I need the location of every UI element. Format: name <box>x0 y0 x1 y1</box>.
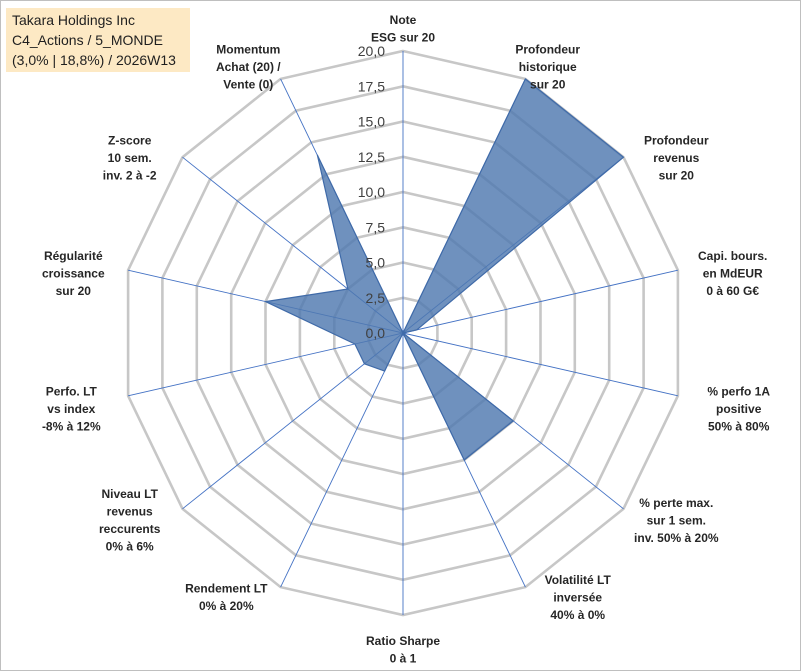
tick-label: 7,5 <box>366 219 386 235</box>
series-area <box>264 78 625 461</box>
axis-labels: Note ESG sur 20 Profondeur historique sur 20… <box>42 13 770 666</box>
axis-label: Niveau LT revenus reccurents 0% à 6% <box>99 487 161 553</box>
tick-label: 15,0 <box>358 114 385 130</box>
axis-label: Volatilité LT inversée 40% à 0% <box>545 573 612 622</box>
series-layer <box>264 78 625 461</box>
axis-label: Profondeur historique sur 20 <box>515 43 580 92</box>
tick-label: 20,0 <box>358 43 385 59</box>
tick-labels: 0,0 2,5 5,0 7,5 10,0 12,5 15,0 17,5 20,0 <box>358 43 385 341</box>
axis-label: Régularité croissance sur 20 <box>42 249 105 298</box>
tick-label: 17,5 <box>358 78 385 94</box>
axis-label: Rendement LT 0% à 20% <box>185 582 268 614</box>
header-line-company: Takara Holdings Inc <box>12 12 135 28</box>
axis-label: Perfo. LT vs index -8% à 12% <box>42 385 101 434</box>
header-line-period: (3,0% | 18,8%) / 2026W13 <box>12 52 176 68</box>
axis-spoke <box>402 269 679 334</box>
axis-label: Capi. bours. en MdEUR 0 à 60 G€ <box>698 249 767 298</box>
tick-label: 5,0 <box>366 255 386 271</box>
tick-label: 10,0 <box>358 184 385 200</box>
tick-label: 12,5 <box>358 149 385 165</box>
axis-spoke <box>280 332 404 588</box>
chart-header: Takara Holdings Inc C4_Actions / 5_MONDE… <box>6 8 190 72</box>
axis-label: Note ESG sur 20 <box>371 13 435 45</box>
axis-label: % perte max. sur 1 sem. inv. 50% à 20% <box>634 496 719 545</box>
axis-spoke <box>402 332 679 397</box>
tick-label: 0,0 <box>366 325 386 341</box>
axis-label: Profondeur revenus sur 20 <box>644 134 709 183</box>
axis-label: Z-score 10 sem. inv. 2 à -2 <box>103 134 157 183</box>
axis-label: Ratio Sharpe 0 à 1 <box>366 634 440 666</box>
header-line-category: C4_Actions / 5_MONDE <box>12 32 163 48</box>
axis-label: Momentum Achat (20) / Vente (0) <box>216 43 281 92</box>
axis-label: % perfo 1A positive 50% à 80% <box>707 385 770 434</box>
tick-label: 2,5 <box>366 290 386 306</box>
